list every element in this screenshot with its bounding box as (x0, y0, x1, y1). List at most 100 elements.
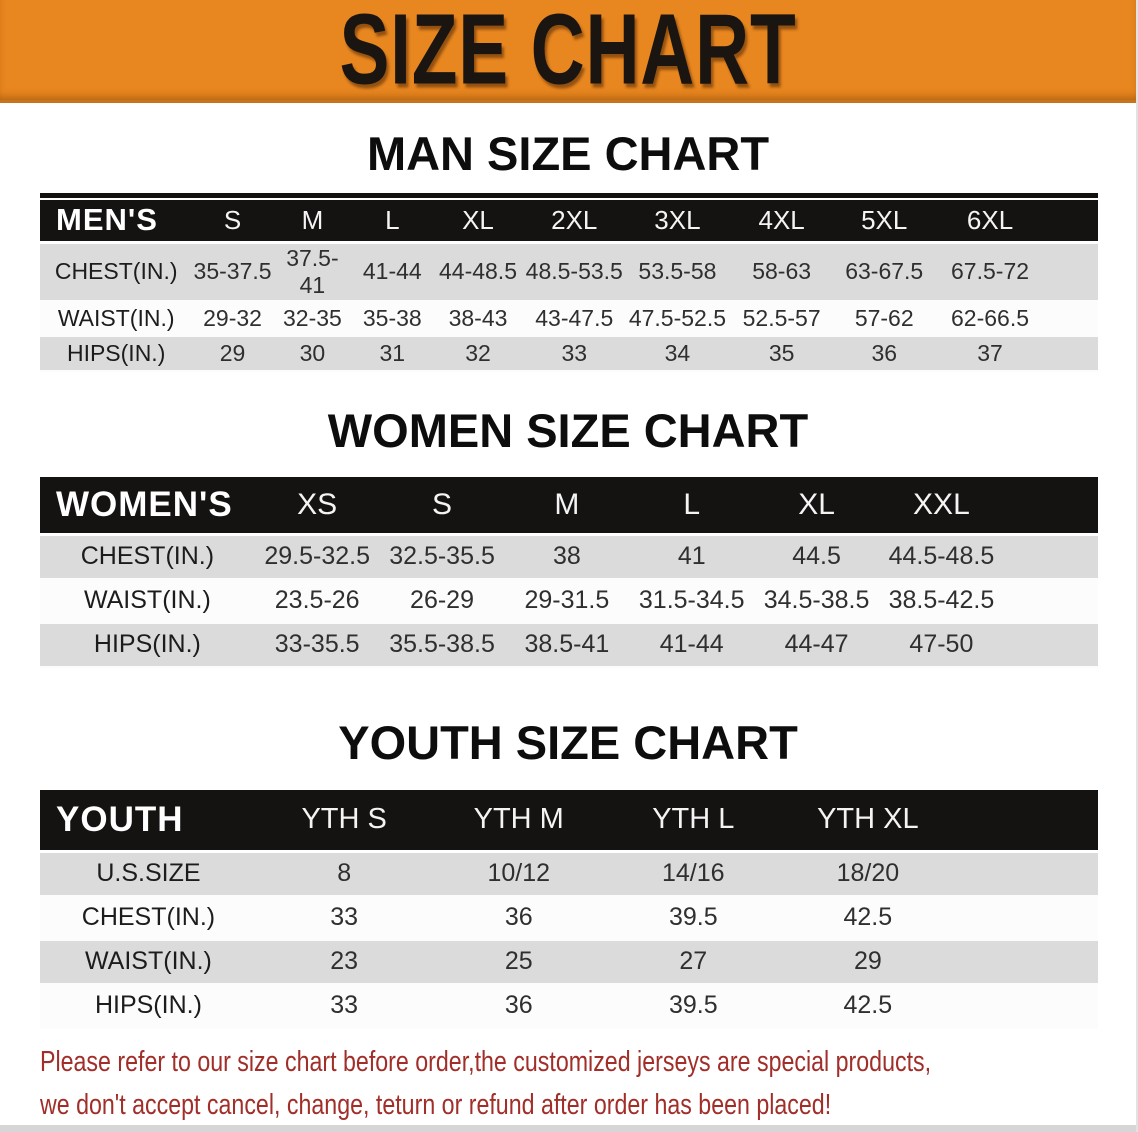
row-label: HIPS(IN.) (40, 335, 193, 372)
table-row: CHEST(IN.) 35-37.5 37.5-41 41-44 44-48.5… (40, 242, 1098, 302)
row-label: HIPS(IN.) (40, 622, 255, 668)
column-header: 3XL (625, 200, 730, 244)
column-header: 6XL (935, 200, 1046, 244)
size-value-cell: 32.5-35.5 (379, 534, 505, 580)
size-value-cell: 18/20 (780, 851, 956, 897)
women-header-row: WOMEN'S XS S M L XL XXL (40, 476, 1098, 536)
men-size-table-wrap: MEN'S S M L XL 2XL 3XL 4XL 5XL 6XL CHEST… (40, 193, 1098, 372)
table-row: HIPS(IN.) 33-35.5 35.5-38.5 38.5-41 41-4… (40, 622, 1098, 668)
size-value-cell: 37 (935, 335, 1046, 372)
size-value-cell: 38 (504, 534, 630, 580)
banner: SIZE CHART (0, 0, 1136, 103)
column-header: 5XL (833, 200, 936, 244)
table-label: YOUTH (40, 789, 257, 853)
bottom-edge-strip (0, 1125, 1136, 1132)
women-size-table-wrap: WOMEN'S XS S M L XL XXL CHEST(IN.) 29.5-… (40, 476, 1098, 668)
size-value-cell: 37.5-41 (272, 242, 353, 302)
table-row: WAIST(IN.) 29-32 32-35 35-38 38-43 43-47… (40, 300, 1098, 337)
row-label: CHEST(IN.) (40, 895, 257, 941)
table-label: MEN'S (40, 200, 193, 244)
size-value-cell: 33 (256, 983, 432, 1029)
size-value-cell: 8 (256, 851, 432, 897)
size-value-cell: 29-32 (192, 300, 273, 337)
size-value-cell: 42.5 (780, 895, 956, 941)
size-value-cell: 29-31.5 (504, 578, 630, 624)
size-value-cell: 39.5 (606, 895, 781, 941)
row-label: CHEST(IN.) (40, 242, 193, 302)
women-size-table: WOMEN'S XS S M L XL XXL CHEST(IN.) 29.5-… (40, 476, 1098, 668)
size-value-cell: 36 (431, 895, 606, 941)
filler-cell (955, 851, 1098, 897)
row-label: WAIST(IN.) (40, 578, 255, 624)
column-header: M (272, 200, 353, 244)
size-value-cell: 36 (833, 335, 936, 372)
size-value-cell: 58-63 (729, 242, 834, 302)
size-value-cell: 38.5-42.5 (878, 578, 1004, 624)
column-header: S (379, 476, 505, 536)
table-row: WAIST(IN.) 23.5-26 26-29 29-31.5 31.5-34… (40, 578, 1098, 624)
youth-size-table-wrap: YOUTH YTH S YTH M YTH L YTH XL U.S.SIZE … (40, 789, 1098, 1029)
size-value-cell: 44.5-48.5 (878, 534, 1004, 580)
youth-section-heading: YOUTH SIZE CHART (338, 715, 798, 769)
filler-cell (1045, 200, 1098, 244)
size-value-cell: 32-35 (272, 300, 353, 337)
row-label: U.S.SIZE (40, 851, 257, 897)
column-header: 4XL (729, 200, 834, 244)
size-value-cell: 31.5-34.5 (629, 578, 755, 624)
table-label: WOMEN'S (40, 476, 255, 536)
size-value-cell: 47.5-52.5 (625, 300, 730, 337)
size-value-cell: 33 (256, 895, 432, 941)
size-value-cell: 35.5-38.5 (379, 622, 505, 668)
men-size-table: MEN'S S M L XL 2XL 3XL 4XL 5XL 6XL CHEST… (40, 200, 1098, 372)
row-label: CHEST(IN.) (40, 534, 255, 580)
table-row: U.S.SIZE 8 10/12 14/16 18/20 (40, 851, 1098, 897)
size-value-cell: 33-35.5 (254, 622, 380, 668)
size-value-cell: 42.5 (780, 983, 956, 1029)
table-row: CHEST(IN.) 33 36 39.5 42.5 (40, 895, 1098, 941)
size-value-cell: 30 (272, 335, 353, 372)
filler-cell (1003, 534, 1098, 580)
men-section-heading: MAN SIZE CHART (366, 127, 770, 180)
table-row: CHEST(IN.) 29.5-32.5 32.5-35.5 38 41 44.… (40, 534, 1098, 580)
youth-header-row: YOUTH YTH S YTH M YTH L YTH XL (40, 789, 1098, 853)
column-header: 2XL (523, 200, 626, 244)
column-header: M (504, 476, 630, 536)
column-header: YTH S (256, 789, 432, 853)
table-row: HIPS(IN.) 29 30 31 32 33 34 35 36 37 (40, 335, 1098, 372)
size-value-cell: 53.5-58 (625, 242, 730, 302)
table-row: WAIST(IN.) 23 25 27 29 (40, 939, 1098, 985)
filler-cell (955, 983, 1098, 1029)
size-value-cell: 33 (523, 335, 626, 372)
column-header: YTH XL (780, 789, 956, 853)
banner-title: SIZE CHART (339, 0, 797, 106)
size-value-cell: 32 (432, 335, 524, 372)
size-value-cell: 35 (729, 335, 834, 372)
row-label: WAIST(IN.) (40, 300, 193, 337)
size-value-cell: 41-44 (352, 242, 433, 302)
filler-cell (1003, 578, 1098, 624)
size-value-cell: 29.5-32.5 (254, 534, 380, 580)
size-value-cell: 23 (256, 939, 432, 985)
size-value-cell: 62-66.5 (935, 300, 1046, 337)
women-section-heading: WOMEN SIZE CHART (327, 403, 809, 457)
column-header: L (629, 476, 755, 536)
size-value-cell: 10/12 (431, 851, 606, 897)
size-value-cell: 35-37.5 (192, 242, 273, 302)
size-value-cell: 14/16 (606, 851, 781, 897)
size-value-cell: 44-47 (754, 622, 879, 668)
column-header: YTH L (606, 789, 781, 853)
filler-cell (1003, 476, 1098, 536)
size-value-cell: 35-38 (352, 300, 433, 337)
column-header: L (352, 200, 433, 244)
filler-cell (1045, 335, 1098, 372)
column-header: XL (754, 476, 879, 536)
size-value-cell: 48.5-53.5 (523, 242, 626, 302)
size-value-cell: 25 (431, 939, 606, 985)
size-value-cell: 41-44 (629, 622, 755, 668)
size-value-cell: 39.5 (606, 983, 781, 1029)
size-value-cell: 29 (192, 335, 273, 372)
column-header: S (192, 200, 273, 244)
filler-cell (1045, 300, 1098, 337)
filler-cell (955, 789, 1098, 853)
